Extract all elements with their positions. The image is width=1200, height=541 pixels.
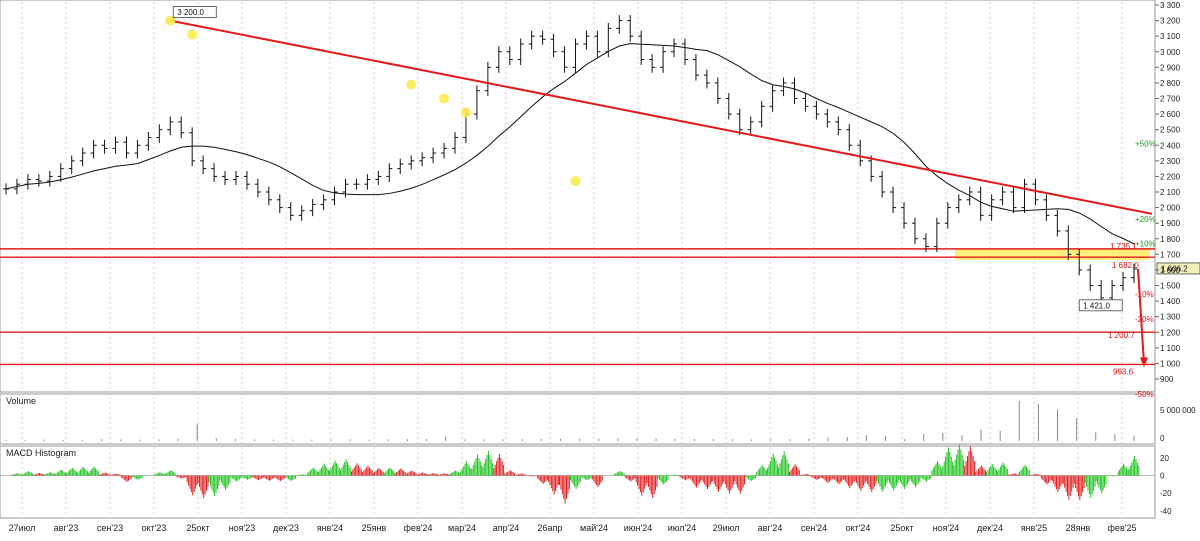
- x-tick-label: май'24: [580, 523, 608, 533]
- price-tick-label: 1 100: [1160, 344, 1181, 353]
- price-tick-label: 1 600: [1160, 266, 1181, 275]
- x-tick-label: дек'24: [977, 523, 1003, 533]
- x-tick-label: авг'24: [758, 523, 783, 533]
- level-label: 1 682.0: [1112, 261, 1139, 270]
- x-tick-label: сен'24: [801, 523, 827, 533]
- x-tick-label: окт'23: [142, 523, 167, 533]
- price-tick-label: 2 900: [1160, 63, 1181, 72]
- low-label: 1 421.0: [1083, 301, 1110, 310]
- current-price-label: 1 606.2: [1161, 264, 1188, 273]
- x-tick-label: фев'25: [1108, 523, 1137, 533]
- percent-label: +20%: [1135, 215, 1156, 224]
- x-tick-label: ноя'24: [933, 523, 960, 533]
- price-tick-label: 1 700: [1160, 250, 1181, 259]
- price-tick-label: 900: [1160, 375, 1174, 384]
- moving-average-line: [5, 43, 1135, 245]
- price-tick-label: 2 800: [1160, 79, 1181, 88]
- high-label: 3 200.0: [177, 8, 204, 17]
- trendline-touch-point: [406, 79, 417, 90]
- price-panel: [0, 0, 1156, 393]
- price-tick-label: 2 200: [1160, 172, 1181, 181]
- current-price-label-box: [1156, 262, 1200, 275]
- price-tick-label: 1 300: [1160, 313, 1181, 322]
- price-tick-label: 1 800: [1160, 235, 1181, 244]
- macd-tick-label: -40: [1160, 507, 1172, 516]
- trendline-touch-point: [165, 15, 176, 26]
- price-tick-label: 1 500: [1160, 282, 1181, 291]
- support-zone: [955, 248, 1150, 261]
- x-tick-label: июл'24: [668, 523, 697, 533]
- price-tick-label: 1 200: [1160, 328, 1181, 337]
- x-tick-label: 27июл: [9, 523, 36, 533]
- price-tick-label: 1 400: [1160, 297, 1181, 306]
- x-tick-label: мар'24: [448, 523, 476, 533]
- price-tick-label: 3 200: [1160, 17, 1181, 26]
- x-tick-label: янв'24: [317, 523, 343, 533]
- low-label-box: [1078, 299, 1123, 312]
- x-tick-label: 25окт: [186, 523, 209, 533]
- price-tick-label: 3 000: [1160, 48, 1181, 57]
- x-tick-label: авг'23: [54, 523, 79, 533]
- level-label: 993.6: [1113, 367, 1134, 376]
- volume-tick-label: 5 000 000: [1160, 406, 1196, 415]
- x-tick-label: апр'24: [493, 523, 520, 533]
- x-tick-label: ноя'23: [229, 523, 256, 533]
- price-tick-label: 2 400: [1160, 141, 1181, 150]
- high-label-box: [172, 6, 217, 18]
- projection-arrow: [1137, 268, 1145, 364]
- projection-arrowhead: [1140, 357, 1148, 368]
- price-tick-label: 2 000: [1160, 204, 1181, 213]
- volume-panel: [0, 393, 1156, 445]
- price-tick-label: 3 300: [1160, 1, 1181, 10]
- level-label: 1 735.1: [1110, 242, 1137, 251]
- price-tick-label: 2 500: [1160, 126, 1181, 135]
- percent-label: -50%: [1135, 390, 1154, 399]
- x-tick-label: фев'24: [404, 523, 433, 533]
- x-tick-label: дек'23: [273, 523, 299, 533]
- price-tick-label: 2 300: [1160, 157, 1181, 166]
- x-tick-label: янв'25: [1021, 523, 1047, 533]
- trendline-touch-point: [439, 93, 450, 104]
- trendline-touch-point: [570, 176, 581, 187]
- macd-tick-label: 20: [1160, 454, 1169, 463]
- volume-tick-label: 0: [1160, 434, 1165, 443]
- percent-label: +10%: [1135, 240, 1156, 249]
- x-tick-label: 26апр: [538, 523, 563, 533]
- trendline-touch-point: [187, 29, 198, 40]
- price-tick-label: 1 000: [1160, 359, 1181, 368]
- level-label: 1 200.7: [1108, 331, 1135, 340]
- volume-title: Volume: [6, 396, 36, 406]
- percent-label: -10%: [1135, 290, 1154, 299]
- price-tick-label: 2 700: [1160, 95, 1181, 104]
- percent-label: +50%: [1135, 140, 1156, 149]
- trendline-touch-point: [460, 107, 471, 118]
- x-tick-label: 25окт: [890, 523, 913, 533]
- x-tick-label: окт'24: [846, 523, 871, 533]
- percent-label: -20%: [1135, 315, 1154, 324]
- price-tick-label: 1 900: [1160, 219, 1181, 228]
- price-tick-label: 3 100: [1160, 32, 1181, 41]
- price-tick-label: 2 100: [1160, 188, 1181, 197]
- macd-title: MACD Histogram: [6, 448, 76, 458]
- x-tick-label: 28янв: [1066, 523, 1091, 533]
- trendline: [170, 19, 1153, 215]
- price-tick-label: 2 600: [1160, 110, 1181, 119]
- macd-tick-label: -20: [1160, 489, 1172, 498]
- x-tick-label: сен'23: [97, 523, 123, 533]
- x-tick-label: 25янв: [362, 523, 387, 533]
- macd-tick-label: 0: [1160, 472, 1165, 481]
- x-tick-label: июн'24: [624, 523, 652, 533]
- x-tick-label: 29июл: [713, 523, 740, 533]
